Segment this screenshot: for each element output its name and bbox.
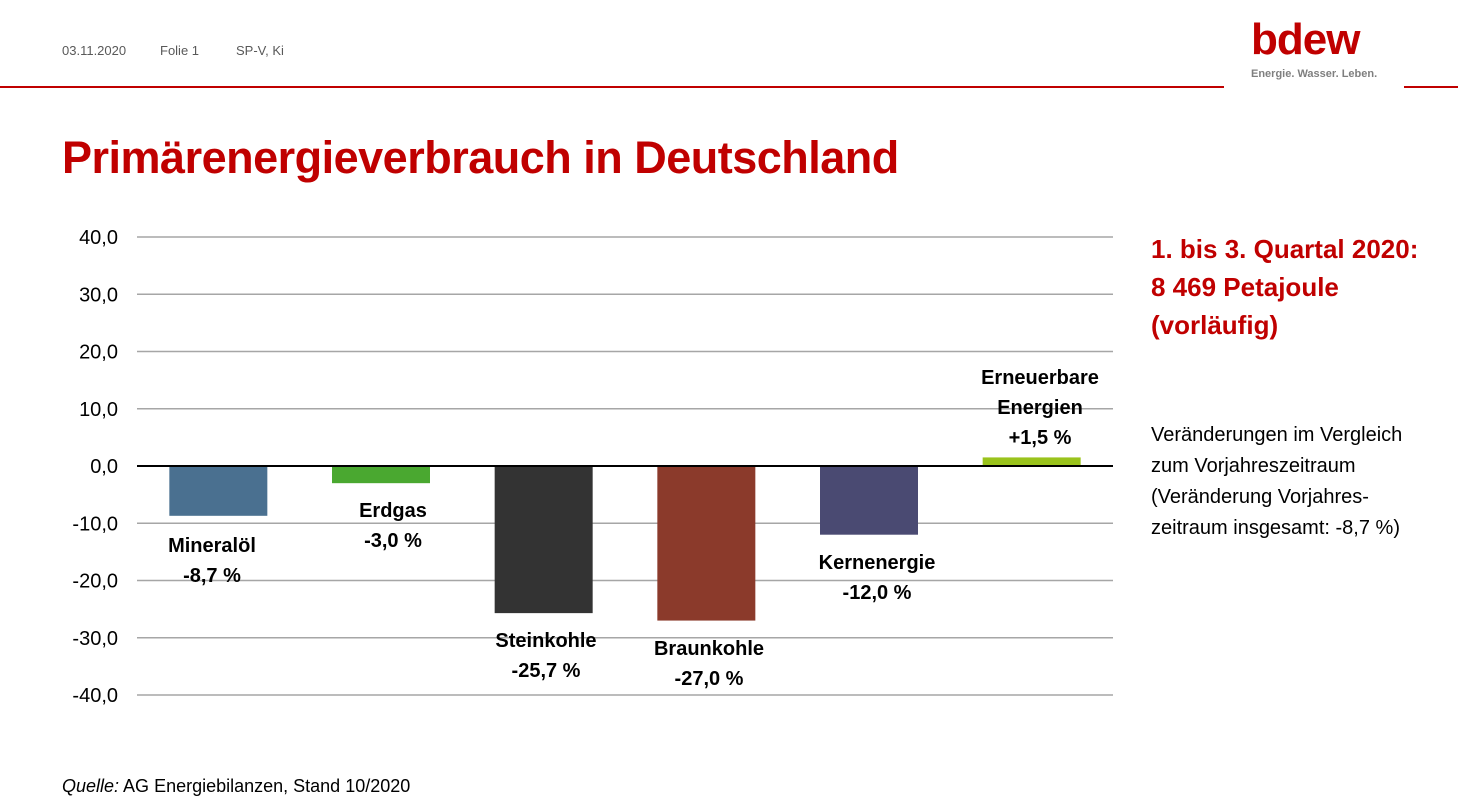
bdew-logo: bdew Energie. Wasser. Leben. bbox=[1251, 15, 1381, 81]
source-prefix: Quelle: bbox=[62, 776, 120, 796]
header-rule-left bbox=[0, 86, 1224, 88]
y-tick-label: -20,0 bbox=[72, 571, 118, 593]
bar bbox=[332, 466, 430, 484]
header-rule-right bbox=[1404, 86, 1458, 88]
slide-number: Folie 1 bbox=[160, 43, 200, 58]
data-label: Braunkohle -27,0 % bbox=[654, 638, 764, 690]
y-tick-label: 30,0 bbox=[79, 284, 118, 306]
logo-tagline: Energie. Wasser. Leben. bbox=[1251, 68, 1378, 80]
data-label-line: -8,7 % bbox=[183, 565, 241, 587]
info-text: Veränderungen im Vergleich zum Vorjahres… bbox=[1151, 420, 1451, 544]
data-label-line: +1,5 % bbox=[1009, 427, 1072, 449]
info-heading-line: (vorläufig) bbox=[1151, 310, 1279, 340]
logo-wordmark: bdew bbox=[1251, 15, 1360, 64]
info-text-line: zeitraum insgesamt: -8,7 %) bbox=[1151, 517, 1400, 539]
bar-chart: 40,0 30,0 20,0 10,0 0,0 -10,0 -20,0 -30,0 -40,0 M… bbox=[72, 227, 1113, 707]
info-text-line: Veränderungen im Vergleich bbox=[1151, 424, 1403, 446]
info-text-line: (Veränderung Vorjahres- bbox=[1151, 486, 1369, 508]
y-tick-label: -30,0 bbox=[72, 628, 118, 650]
bar bbox=[657, 466, 756, 621]
data-label: Erneuerbare Energien +1,5 % bbox=[981, 367, 1099, 449]
page-title: Primärenergieverbrauch in Deutschland bbox=[62, 132, 899, 183]
y-tick-label: 0,0 bbox=[90, 456, 118, 478]
data-label: Mineralöl -8,7 % bbox=[168, 535, 256, 587]
bar bbox=[820, 466, 918, 535]
data-label-line: Mineralöl bbox=[168, 535, 256, 557]
info-text-line: zum Vorjahreszeitraum bbox=[1151, 455, 1356, 477]
data-label-line: Steinkohle bbox=[495, 630, 596, 652]
data-label-line: Erdgas bbox=[359, 500, 427, 522]
source-text: AG Energiebilanzen, Stand 10/2020 bbox=[119, 776, 411, 796]
data-label-line: Erneuerbare bbox=[981, 367, 1099, 389]
data-label: Kernenergie -12,0 % bbox=[819, 552, 936, 604]
y-tick-label: 10,0 bbox=[79, 399, 118, 421]
info-heading-line: 1. bis 3. Quartal 2020: bbox=[1151, 234, 1419, 264]
data-label-line: -27,0 % bbox=[675, 668, 744, 690]
data-label-line: Braunkohle bbox=[654, 638, 764, 660]
info-heading: 1. bis 3. Quartal 2020: 8 469 Petajoule … bbox=[1151, 230, 1418, 344]
data-label: Steinkohle -25,7 % bbox=[495, 630, 596, 682]
data-label-line: Energien bbox=[997, 397, 1083, 419]
bar bbox=[982, 457, 1081, 466]
y-tick-label: -10,0 bbox=[72, 513, 118, 535]
source-note: Quelle: AG Energiebilanzen, Stand 10/202… bbox=[62, 776, 410, 797]
y-tick-label: 40,0 bbox=[79, 227, 118, 249]
data-label-line: -25,7 % bbox=[512, 660, 581, 682]
y-tick-label: -40,0 bbox=[72, 685, 118, 707]
slide-date: 03.11.2020 bbox=[62, 43, 127, 58]
slide-author: SP-V, Ki bbox=[236, 43, 284, 58]
data-label-line: Kernenergie bbox=[819, 552, 936, 574]
bar bbox=[169, 466, 268, 516]
data-label-line: -12,0 % bbox=[843, 582, 912, 604]
y-tick-label: 20,0 bbox=[79, 342, 118, 364]
bar bbox=[494, 466, 593, 614]
data-label: Erdgas -3,0 % bbox=[359, 500, 427, 552]
info-heading-line: 8 469 Petajoule bbox=[1151, 272, 1339, 302]
data-label-line: -3,0 % bbox=[364, 530, 422, 552]
